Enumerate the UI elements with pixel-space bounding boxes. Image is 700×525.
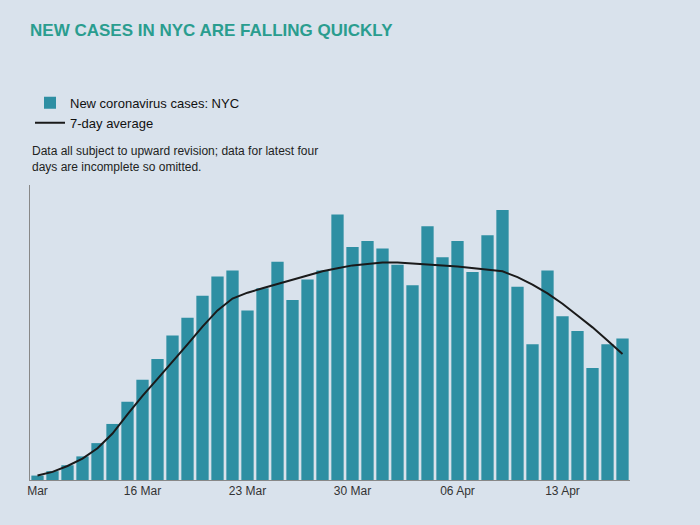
svg-text:16 Mar: 16 Mar xyxy=(124,484,161,498)
svg-text:13 Apr: 13 Apr xyxy=(545,484,580,498)
svg-text:Mar: Mar xyxy=(27,484,48,498)
svg-text:06 Apr: 06 Apr xyxy=(440,484,475,498)
svg-text:7-day average: 7-day average xyxy=(70,116,153,131)
svg-text:23 Mar: 23 Mar xyxy=(229,484,266,498)
svg-text:NEW CASES IN NYC ARE FALLING Q: NEW CASES IN NYC ARE FALLING QUICKLY xyxy=(30,21,393,40)
svg-text:30 Mar: 30 Mar xyxy=(334,484,371,498)
svg-text:New coronavirus cases: NYC: New coronavirus cases: NYC xyxy=(70,96,239,111)
svg-text:Data all subject to upward rev: Data all subject to upward revision; dat… xyxy=(32,144,318,174)
